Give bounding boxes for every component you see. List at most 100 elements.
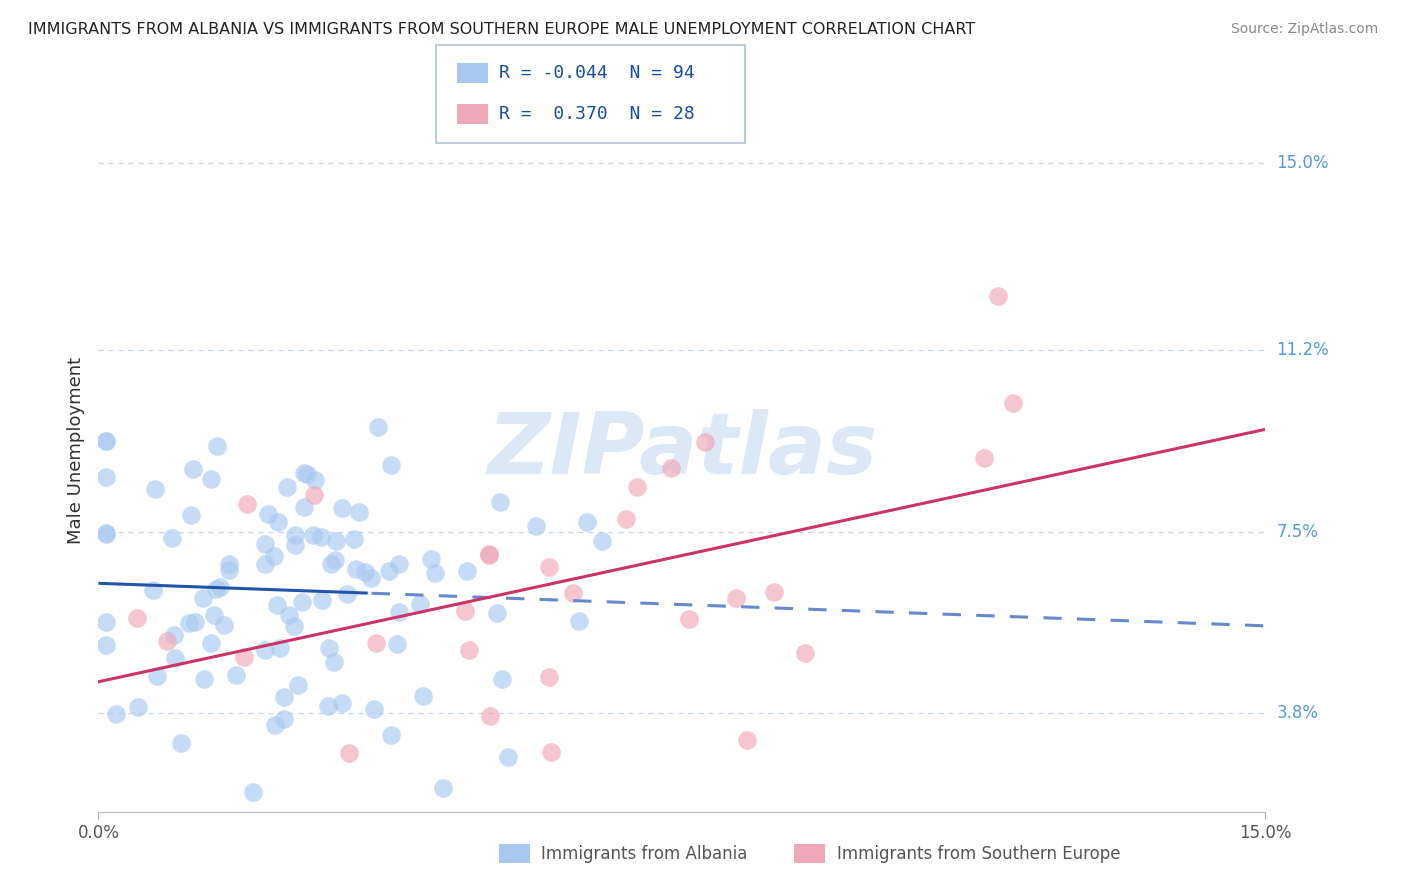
- Point: [145, 669, 167, 683]
- Point: [537, 560, 560, 574]
- Point: [96, 470, 118, 484]
- Point: [233, 649, 256, 664]
- Point: [218, 558, 240, 572]
- Point: [458, 643, 481, 657]
- Point: [524, 519, 547, 533]
- Point: [363, 702, 385, 716]
- Point: [412, 689, 434, 703]
- Point: [205, 582, 228, 597]
- Point: [304, 474, 326, 488]
- Point: [287, 677, 309, 691]
- Point: [96, 615, 118, 629]
- Point: [273, 690, 295, 704]
- Point: [366, 636, 388, 650]
- Point: [763, 585, 786, 599]
- Point: [266, 599, 288, 613]
- Point: [737, 733, 759, 747]
- Point: [562, 585, 585, 599]
- Text: 7.5%: 7.5%: [1277, 523, 1319, 541]
- Point: [309, 530, 332, 544]
- Text: R = -0.044  N = 94: R = -0.044 N = 94: [499, 64, 695, 82]
- Point: [295, 467, 318, 481]
- Point: [794, 646, 817, 660]
- Point: [96, 527, 118, 541]
- Point: [496, 749, 519, 764]
- Text: Immigrants from Albania: Immigrants from Albania: [541, 845, 748, 863]
- Text: IMMIGRANTS FROM ALBANIA VS IMMIGRANTS FROM SOUTHERN EUROPE MALE UNEMPLOYMENT COR: IMMIGRANTS FROM ALBANIA VS IMMIGRANTS FR…: [28, 22, 976, 37]
- Point: [212, 618, 235, 632]
- Text: 3.8%: 3.8%: [1277, 705, 1319, 723]
- Text: ZIPatlas: ZIPatlas: [486, 409, 877, 492]
- Text: 15.0%: 15.0%: [1277, 154, 1329, 172]
- Point: [242, 785, 264, 799]
- Text: Source: ZipAtlas.com: Source: ZipAtlas.com: [1230, 22, 1378, 37]
- Point: [202, 607, 225, 622]
- Point: [163, 628, 186, 642]
- Point: [378, 564, 401, 578]
- Point: [485, 606, 508, 620]
- Point: [323, 655, 346, 669]
- Point: [269, 641, 291, 656]
- Point: [385, 637, 408, 651]
- Point: [423, 566, 446, 580]
- Point: [388, 605, 411, 619]
- Point: [96, 525, 118, 540]
- Point: [257, 507, 280, 521]
- Point: [344, 562, 367, 576]
- Point: [253, 642, 276, 657]
- Point: [316, 698, 339, 713]
- Point: [283, 618, 305, 632]
- Point: [330, 501, 353, 516]
- Point: [489, 495, 512, 509]
- Text: 11.2%: 11.2%: [1277, 341, 1329, 359]
- Point: [568, 614, 591, 628]
- Point: [367, 420, 389, 434]
- Point: [96, 638, 118, 652]
- Point: [208, 580, 231, 594]
- Point: [263, 549, 285, 563]
- Point: [973, 450, 995, 465]
- Point: [169, 735, 191, 749]
- Point: [284, 528, 307, 542]
- Point: [127, 699, 149, 714]
- Point: [193, 672, 215, 686]
- Point: [540, 745, 562, 759]
- Point: [277, 607, 299, 622]
- Point: [183, 615, 205, 629]
- Point: [336, 587, 359, 601]
- Point: [200, 472, 222, 486]
- Point: [1001, 395, 1024, 409]
- Point: [325, 533, 347, 548]
- Point: [987, 289, 1010, 303]
- Point: [205, 439, 228, 453]
- Point: [478, 548, 501, 562]
- Point: [143, 482, 166, 496]
- Point: [360, 571, 382, 585]
- Point: [142, 582, 165, 597]
- Point: [156, 633, 179, 648]
- Point: [127, 611, 149, 625]
- Point: [323, 553, 346, 567]
- Point: [284, 539, 307, 553]
- Point: [96, 434, 118, 448]
- Point: [160, 531, 183, 545]
- Point: [491, 672, 513, 686]
- Point: [339, 746, 361, 760]
- Point: [678, 612, 700, 626]
- Point: [477, 547, 499, 561]
- Point: [456, 564, 478, 578]
- Point: [318, 640, 340, 655]
- Point: [354, 565, 377, 579]
- Point: [254, 557, 277, 571]
- Point: [302, 488, 325, 502]
- Point: [432, 781, 454, 796]
- Point: [225, 668, 247, 682]
- Text: R =  0.370  N = 28: R = 0.370 N = 28: [499, 105, 695, 123]
- Point: [236, 497, 259, 511]
- Point: [409, 598, 432, 612]
- Point: [302, 527, 325, 541]
- Point: [380, 728, 402, 742]
- Point: [266, 515, 288, 529]
- Point: [724, 591, 747, 606]
- Point: [273, 712, 295, 726]
